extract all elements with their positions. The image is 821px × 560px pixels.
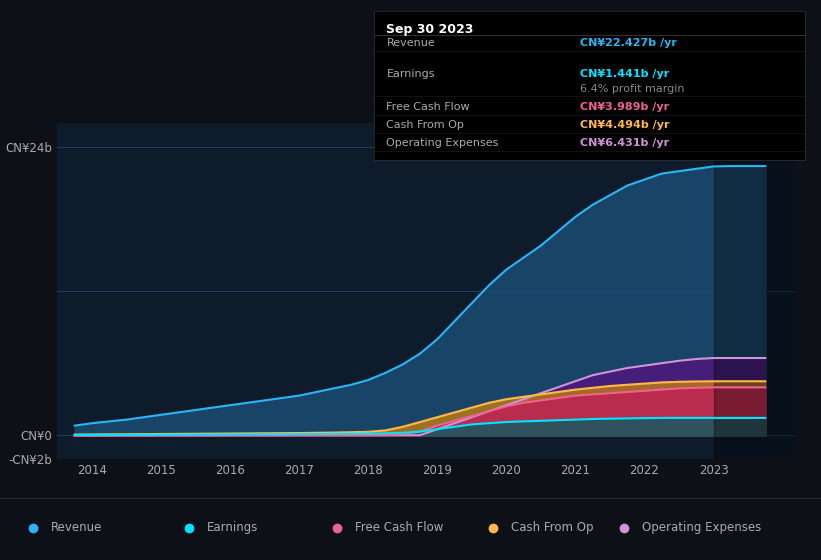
Text: Earnings: Earnings <box>207 521 259 534</box>
Text: CN¥3.989b /yr: CN¥3.989b /yr <box>580 102 670 112</box>
Text: Cash From Op: Cash From Op <box>511 521 593 534</box>
Text: Revenue: Revenue <box>387 38 435 48</box>
Text: Cash From Op: Cash From Op <box>387 120 465 130</box>
Bar <box>713 123 796 459</box>
Text: CN¥6.431b /yr: CN¥6.431b /yr <box>580 138 670 147</box>
Text: CN¥4.494b /yr: CN¥4.494b /yr <box>580 120 670 130</box>
Text: CN¥1.441b /yr: CN¥1.441b /yr <box>580 69 670 80</box>
Text: CN¥22.427b /yr: CN¥22.427b /yr <box>580 38 677 48</box>
Text: Sep 30 2023: Sep 30 2023 <box>387 23 474 36</box>
Text: Earnings: Earnings <box>387 69 435 80</box>
Text: Operating Expenses: Operating Expenses <box>642 521 761 534</box>
Text: Free Cash Flow: Free Cash Flow <box>387 102 470 112</box>
Text: 6.4% profit margin: 6.4% profit margin <box>580 84 685 94</box>
Text: Free Cash Flow: Free Cash Flow <box>355 521 443 534</box>
Text: Operating Expenses: Operating Expenses <box>387 138 499 147</box>
Text: Revenue: Revenue <box>51 521 103 534</box>
